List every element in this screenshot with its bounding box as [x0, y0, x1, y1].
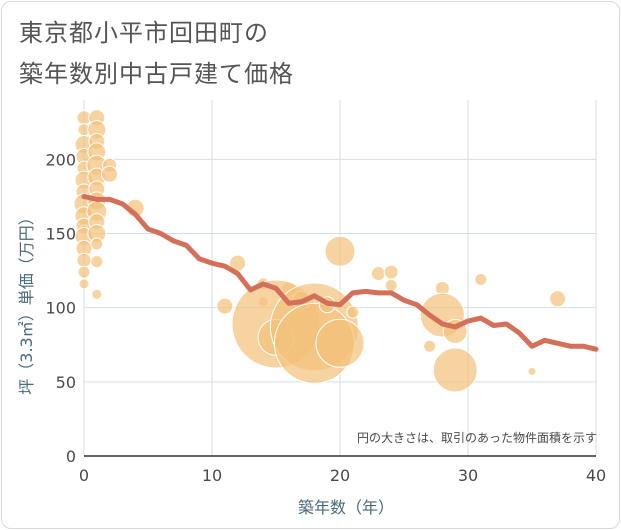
data-bubble [549, 290, 567, 308]
x-tick-label: 40 [586, 466, 606, 485]
bubble-size-note: 円の大きさは、取引のあった物件面積を示す [357, 430, 597, 445]
y-tick-labels: 0 50 100 150 200 [45, 150, 76, 466]
data-bubble [527, 366, 537, 376]
chart-title-line2: 築年数別中古戸建て価格 [19, 60, 294, 88]
data-bubble [91, 288, 103, 300]
chart-title-line1: 東京都小平市回田町の [19, 19, 269, 47]
data-bubble [90, 255, 104, 269]
x-axis-label: 築年数（年） [298, 498, 394, 517]
data-bubble [324, 235, 356, 267]
grid-lines [83, 100, 597, 457]
data-bubble [432, 347, 478, 393]
data-bubble [423, 339, 437, 353]
y-tick-label: 100 [45, 299, 76, 318]
y-axis-label: 坪（3.3㎡）単価（万円） [17, 209, 36, 394]
x-tick-labels: 0 10 20 30 40 [79, 466, 606, 485]
data-bubble [78, 278, 90, 290]
data-bubble [101, 165, 119, 183]
data-bubble [346, 305, 360, 319]
data-bubble [76, 252, 92, 268]
data-bubble [77, 265, 91, 279]
data-bubble [90, 237, 104, 251]
bubble-layer [73, 109, 567, 393]
trend-line [81, 193, 599, 352]
data-bubble [370, 266, 386, 282]
y-tick-label: 200 [45, 150, 76, 169]
data-bubble [384, 278, 398, 292]
data-bubble [216, 297, 234, 315]
x-tick-label: 10 [202, 466, 222, 485]
data-bubble [315, 318, 365, 368]
y-tick-label: 50 [56, 373, 76, 392]
x-tick-label: 30 [458, 466, 478, 485]
x-tick-label: 0 [79, 466, 89, 485]
data-bubble [474, 272, 488, 286]
data-bubble [383, 264, 399, 280]
y-tick-label: 150 [45, 225, 76, 244]
x-tick-label: 20 [330, 466, 350, 485]
y-tick-label: 0 [66, 447, 76, 466]
